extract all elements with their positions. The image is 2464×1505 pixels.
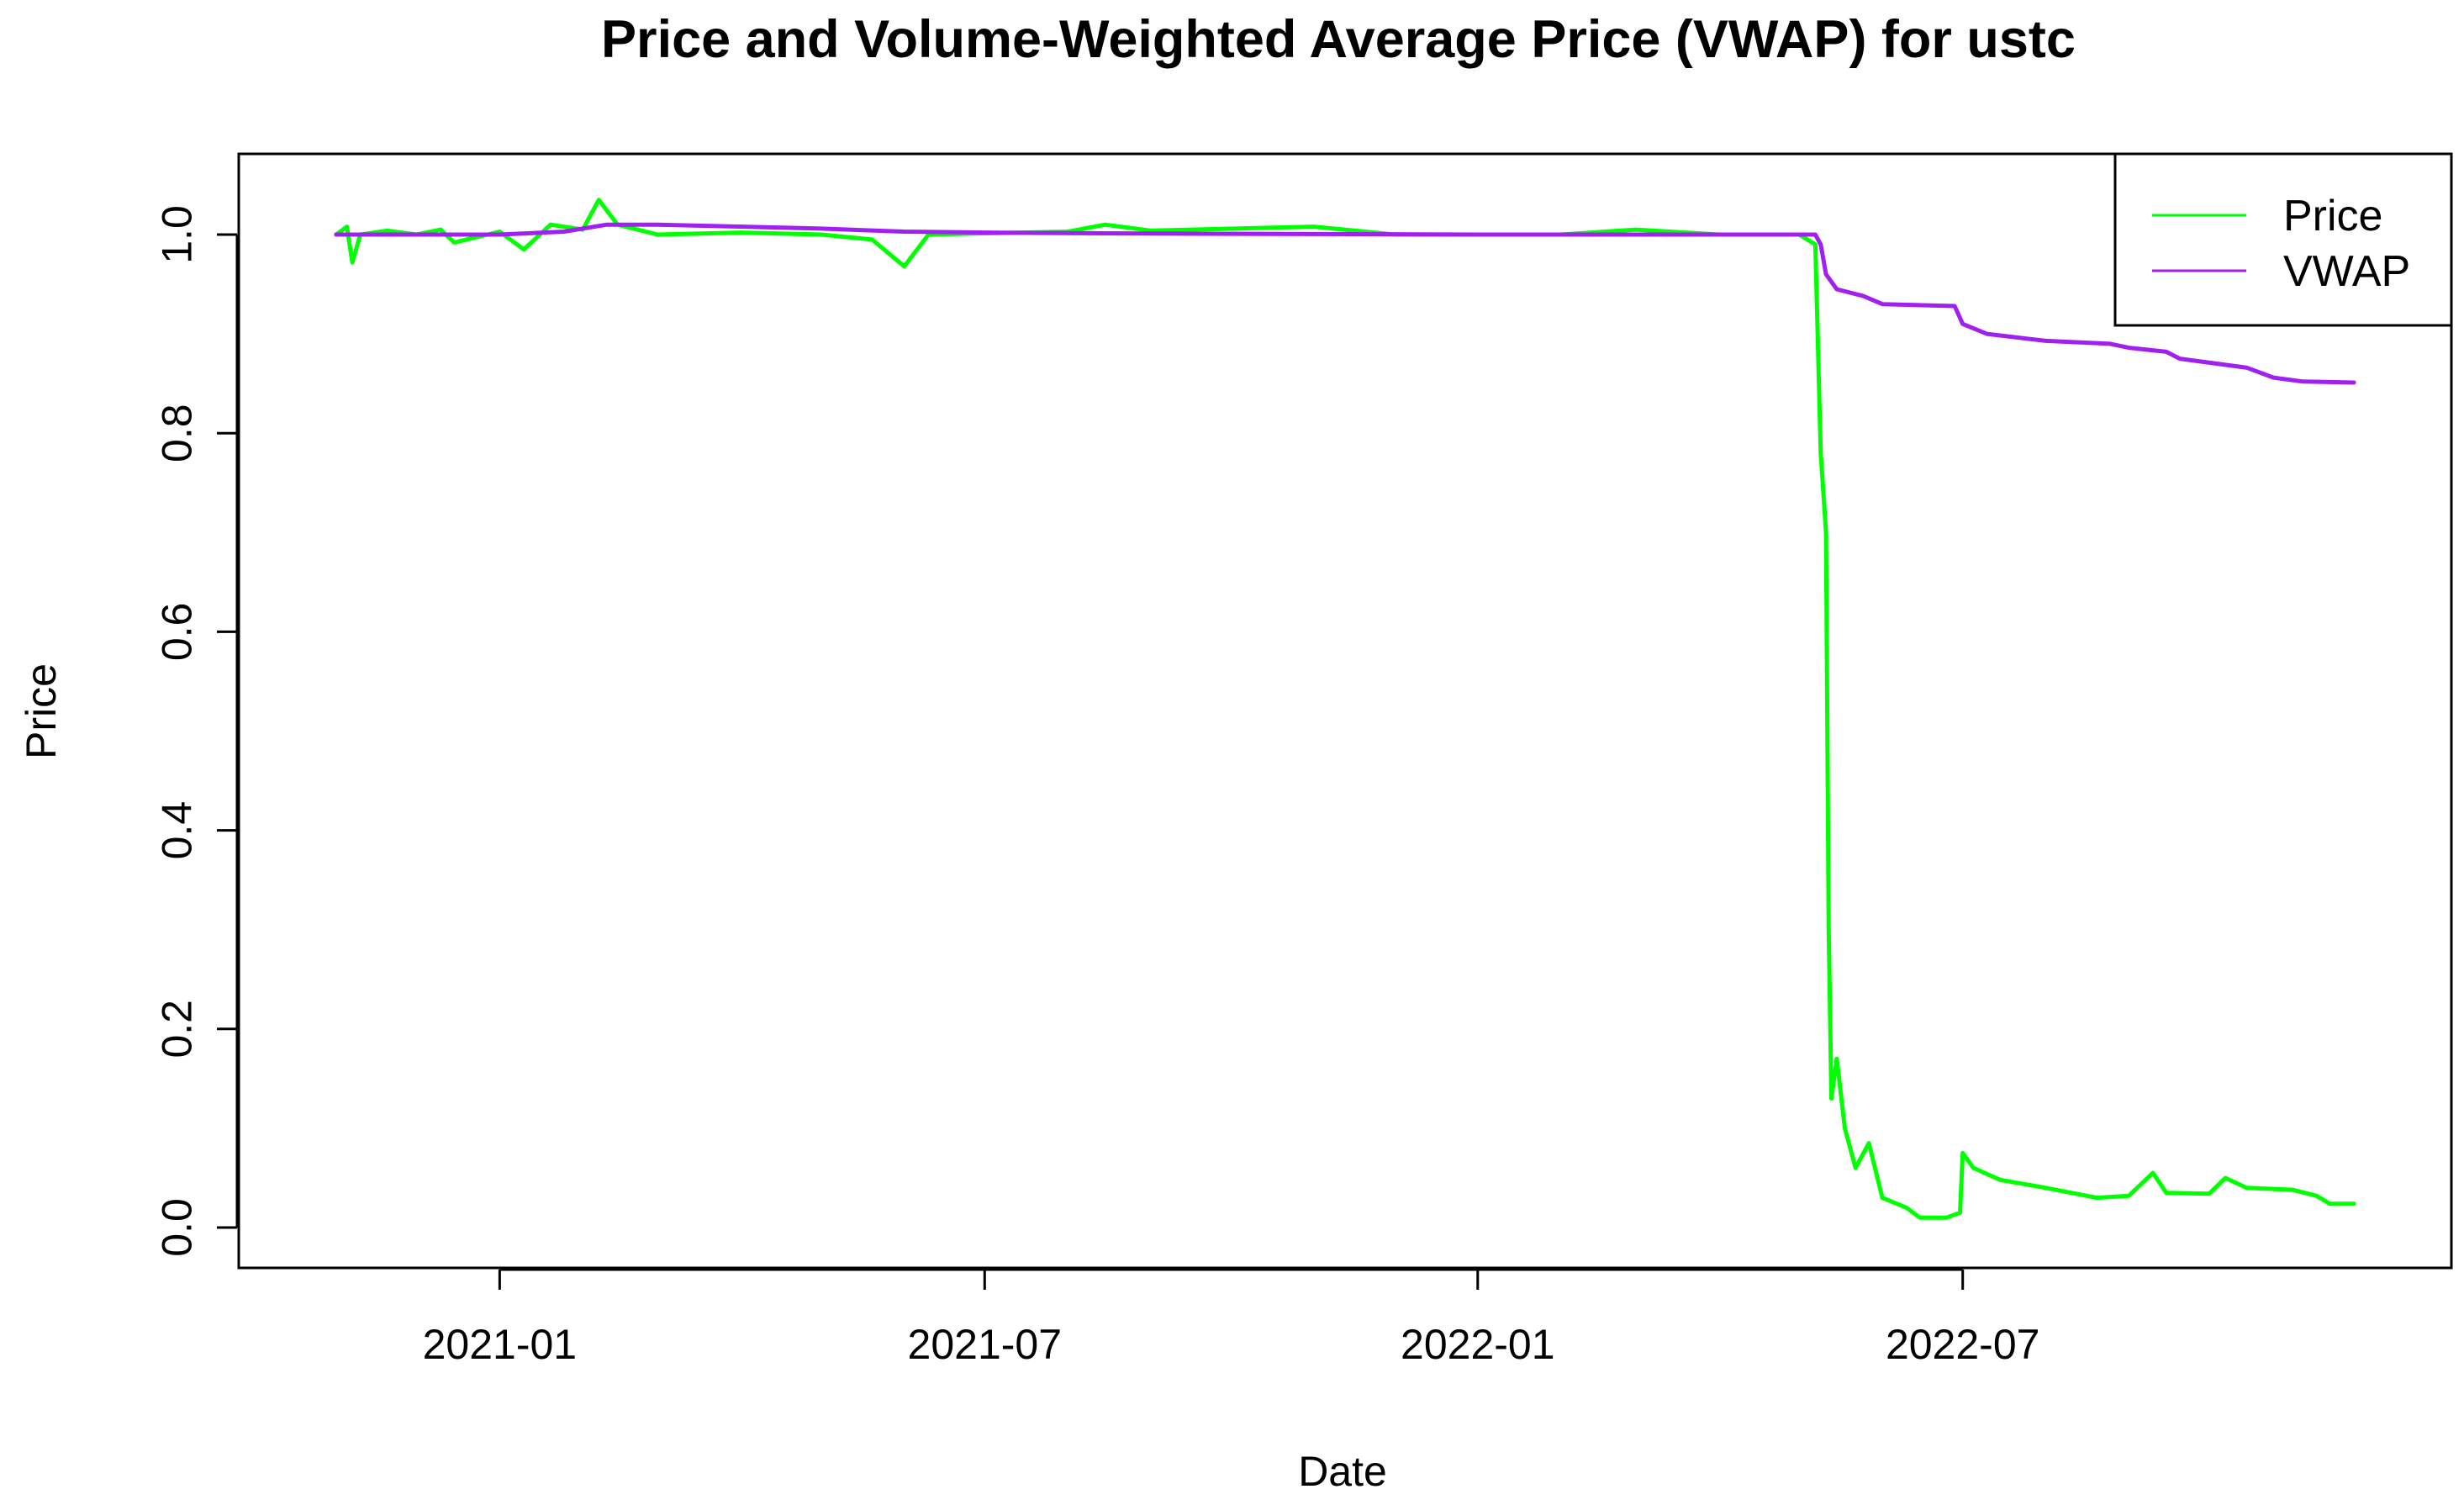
series-line-vwap [334,222,2356,385]
legend: Price VWAP [2113,152,2453,327]
legend-box [2113,152,2453,327]
chart-title: Price and Volume-Weighted Average Price … [601,10,2076,69]
x-axis: 2021-01 2021-07 2022-01 2022-07 [423,1268,2040,1368]
y-axis: 0.0 0.2 0.4 0.6 0.8 1.0 [154,205,239,1257]
x-tick-label: 2021-07 [908,1321,1063,1368]
y-tick-label: 0.2 [154,1000,201,1059]
series-group [334,198,2356,1220]
y-tick-label: 0.4 [154,801,201,860]
y-tick-label: 0.6 [154,603,201,662]
x-tick-label: 2022-01 [1401,1321,1555,1368]
x-axis-label: Date [1298,1448,1387,1495]
y-tick-label: 0.8 [154,404,201,462]
y-tick-label: 1.0 [154,205,201,264]
y-tick-label: 0.0 [154,1198,201,1257]
y-axis-label: Price [18,663,65,759]
legend-label-price: Price [2283,192,2382,240]
legend-label-vwap: VWAP [2283,247,2410,296]
x-tick-label: 2021-01 [423,1321,578,1368]
series-line-price [334,198,2356,1220]
x-tick-label: 2022-07 [1886,1321,2040,1368]
plot-frame [237,152,2453,1270]
